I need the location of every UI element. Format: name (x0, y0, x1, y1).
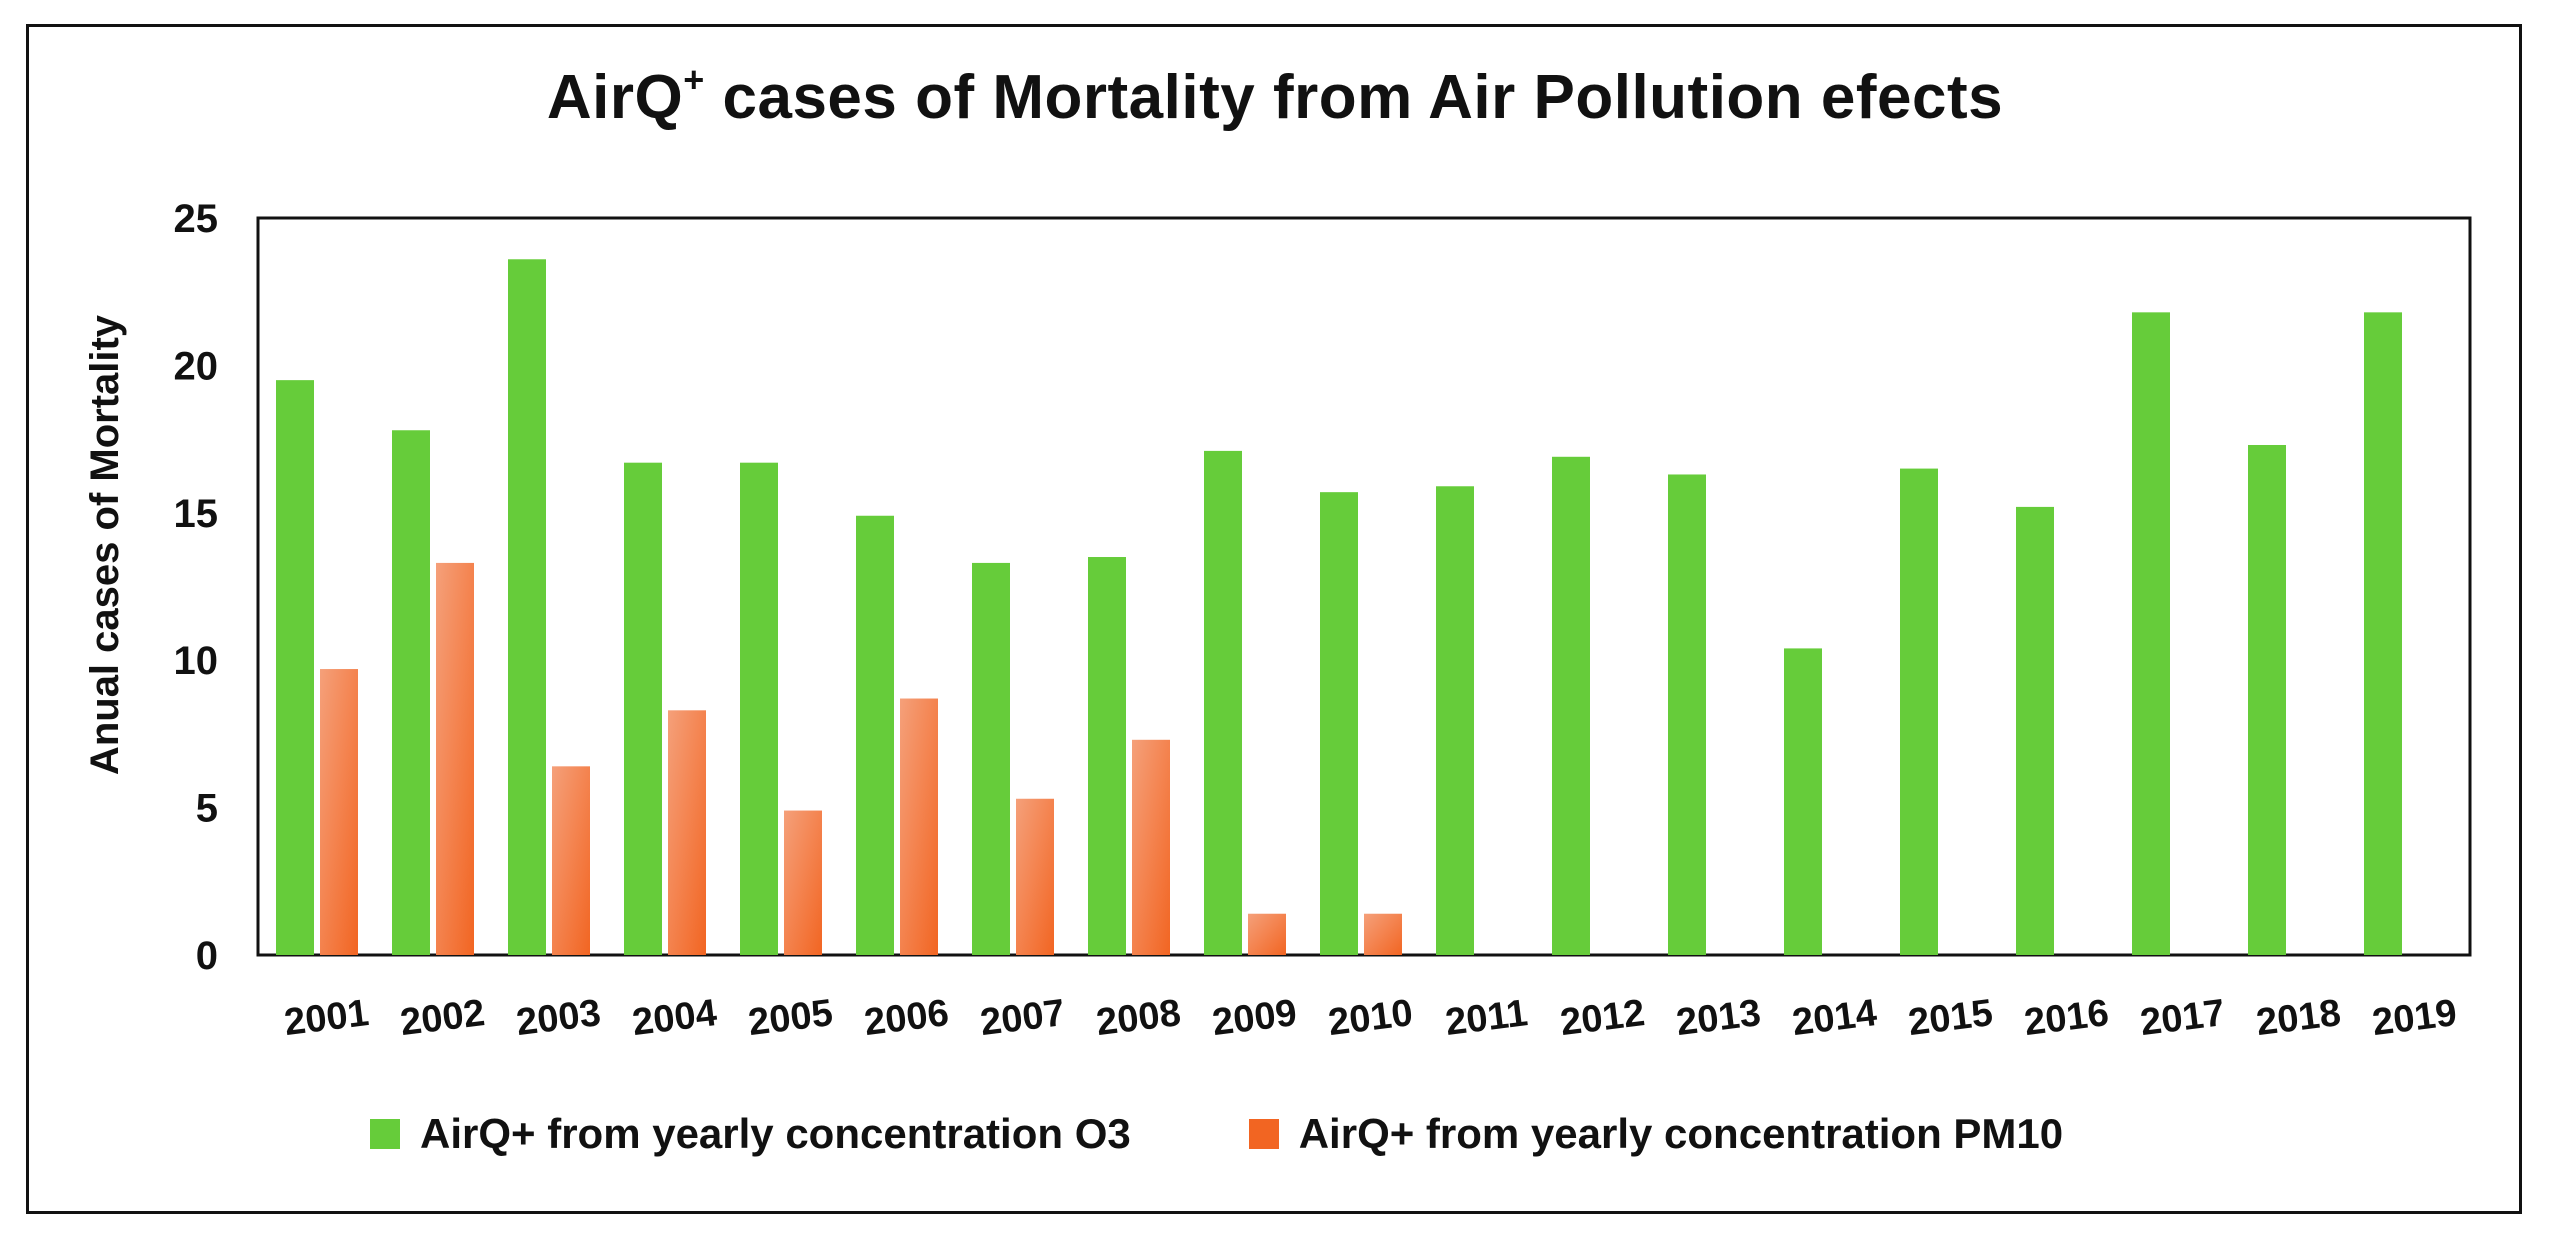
y-tick-label: 10 (174, 639, 219, 683)
legend-swatch-o3 (370, 1119, 400, 1149)
x-tick-label: 2001 (282, 992, 371, 1044)
bar-o3-2015 (1900, 468, 1938, 955)
bar-pm10-2006 (900, 698, 938, 955)
bar-pm10-2009 (1248, 913, 1286, 955)
y-tick-label: 25 (174, 197, 219, 241)
x-tick-label: 2013 (1674, 992, 1763, 1044)
bar-o3-2011 (1436, 486, 1474, 955)
x-tick-label: 2017 (2138, 992, 2227, 1044)
bar-o3-2003 (508, 259, 546, 956)
x-tick-label: 2010 (1326, 992, 1415, 1044)
bar-o3-2007 (972, 562, 1010, 955)
bar-o3-2012 (1552, 456, 1590, 955)
y-tick-label: 5 (196, 787, 218, 831)
chart-title: AirQ+ cases of Mortality from Air Pollut… (0, 62, 2550, 133)
x-tick-label: 2008 (1094, 992, 1183, 1044)
bar-o3-2009 (1204, 450, 1242, 955)
bar-o3-2019 (2364, 312, 2402, 955)
bar-o3-2014 (1784, 648, 1822, 955)
bar-o3-2002 (392, 430, 430, 956)
bar-o3-2006 (856, 515, 894, 955)
bar-pm10-2007 (1016, 798, 1054, 955)
bar-o3-2013 (1668, 474, 1706, 955)
bar-o3-2004 (624, 462, 662, 955)
bar-o3-2017 (2132, 312, 2170, 955)
x-tick-label: 2005 (746, 992, 835, 1044)
bar-o3-2018 (2248, 444, 2286, 955)
bar-o3-2001 (276, 380, 314, 955)
legend-item-o3: AirQ+ from yearly concentration O3 (370, 1110, 1131, 1158)
bar-pm10-2002 (436, 562, 474, 955)
legend-label-pm10: AirQ+ from yearly concentration PM10 (1298, 1110, 2064, 1157)
x-tick-label: 2016 (2022, 992, 2111, 1044)
y-tick-label: 15 (174, 492, 219, 536)
x-tick-label: 2002 (398, 992, 487, 1044)
bar-pm10-2004 (668, 710, 706, 955)
x-tick-label: 2011 (1443, 992, 1530, 1044)
y-tick-label: 0 (196, 934, 218, 978)
title-rest: cases of Mortality from Air Pollution ef… (704, 63, 2004, 132)
legend-swatch-pm10 (1248, 1119, 1279, 1149)
bar-o3-2005 (740, 462, 778, 955)
legend-label-o3: AirQ+ from yearly concentration O3 (420, 1110, 1131, 1157)
x-tick-label: 2003 (514, 992, 603, 1044)
x-tick-label: 2015 (1906, 992, 1995, 1044)
title-superscript: + (683, 59, 705, 100)
legend-item-pm10: AirQ+ from yearly concentration PM10 (1248, 1110, 2064, 1158)
legend: AirQ+ from yearly concentration O3 AirQ+… (370, 1110, 2181, 1158)
bar-o3-2010 (1320, 492, 1358, 955)
bar-pm10-2010 (1364, 913, 1402, 955)
x-tick-label: 2006 (862, 992, 951, 1044)
bar-pm10-2001 (320, 669, 358, 955)
y-tick-label: 20 (174, 344, 219, 388)
x-tick-label: 2012 (1558, 992, 1647, 1044)
bar-pm10-2008 (1132, 739, 1170, 955)
x-tick-label: 2019 (2370, 992, 2459, 1044)
x-tick-label: 2009 (1210, 992, 1299, 1044)
x-tick-label: 2004 (630, 992, 719, 1044)
bar-o3-2008 (1088, 557, 1126, 955)
bar-pm10-2003 (552, 766, 590, 955)
y-axis-label: Anual cases of Mortality (83, 314, 127, 775)
x-tick-label: 2014 (1790, 992, 1879, 1044)
title-main: AirQ (546, 63, 684, 132)
x-tick-label: 2007 (978, 992, 1067, 1044)
bar-o3-2016 (2016, 506, 2054, 955)
x-tick-label: 2018 (2254, 992, 2343, 1044)
bar-pm10-2005 (784, 810, 822, 955)
